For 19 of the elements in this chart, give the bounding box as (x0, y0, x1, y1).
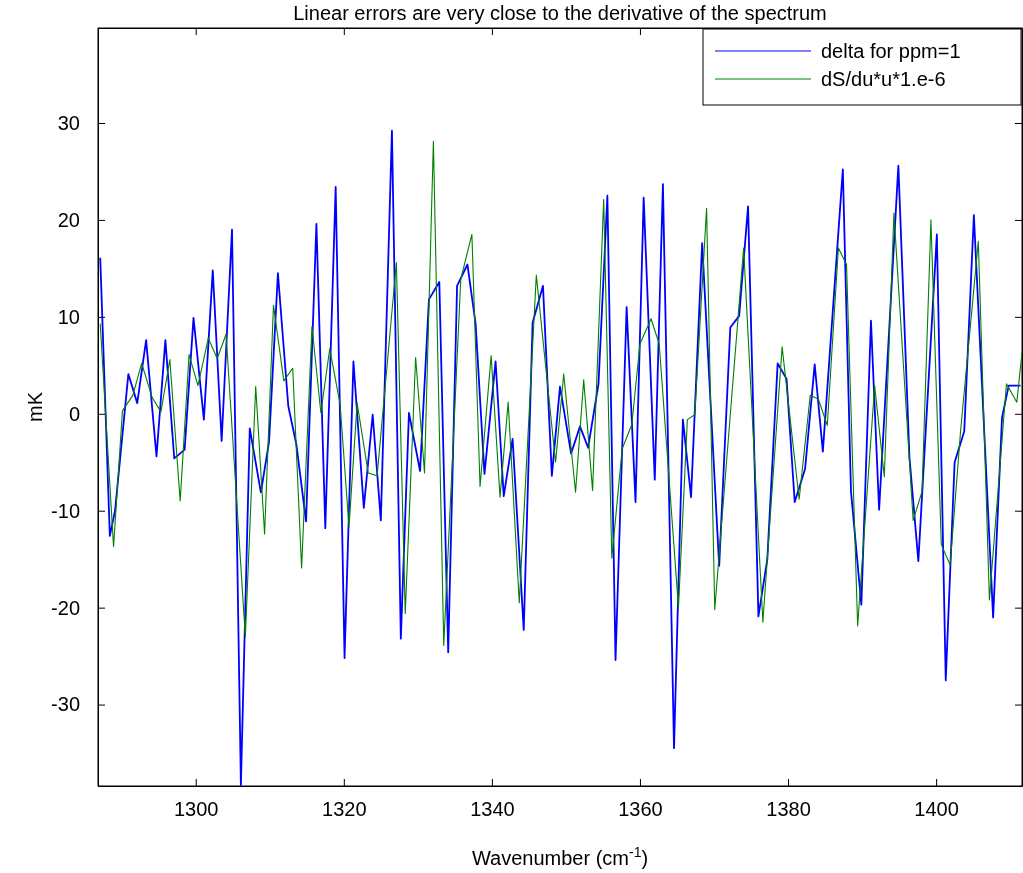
x-axis-title: Wavenumber (cm$^{-1}$) (471, 844, 649, 869)
line-series (99, 140, 1022, 646)
y-tick-label: -20 (51, 596, 80, 619)
legend-label: dS/du*u*1.e-6 (821, 68, 946, 90)
y-axis-title: mK (24, 391, 46, 422)
y-tick-label: 20 (57, 208, 80, 231)
x-tick-label: 1300 (173, 798, 219, 821)
x-tick-label: 1360 (618, 798, 663, 821)
x-tick-label: 1340 (470, 798, 515, 821)
chart-title: Linear errors are very close to the derivative of the spectrum (293, 2, 827, 24)
legend-label: delta for ppm=1 (821, 40, 961, 62)
x-tick-label: 1400 (914, 798, 959, 821)
y-tick-label: 30 (57, 111, 80, 134)
y-tick-label: 0 (68, 402, 80, 425)
x-tick-label: 1320 (322, 798, 367, 821)
y-tick-label: -30 (51, 693, 80, 716)
x-tick-label: 1380 (766, 798, 811, 821)
y-tick-label: -10 (51, 499, 80, 522)
y-tick-label: 10 (57, 305, 80, 328)
